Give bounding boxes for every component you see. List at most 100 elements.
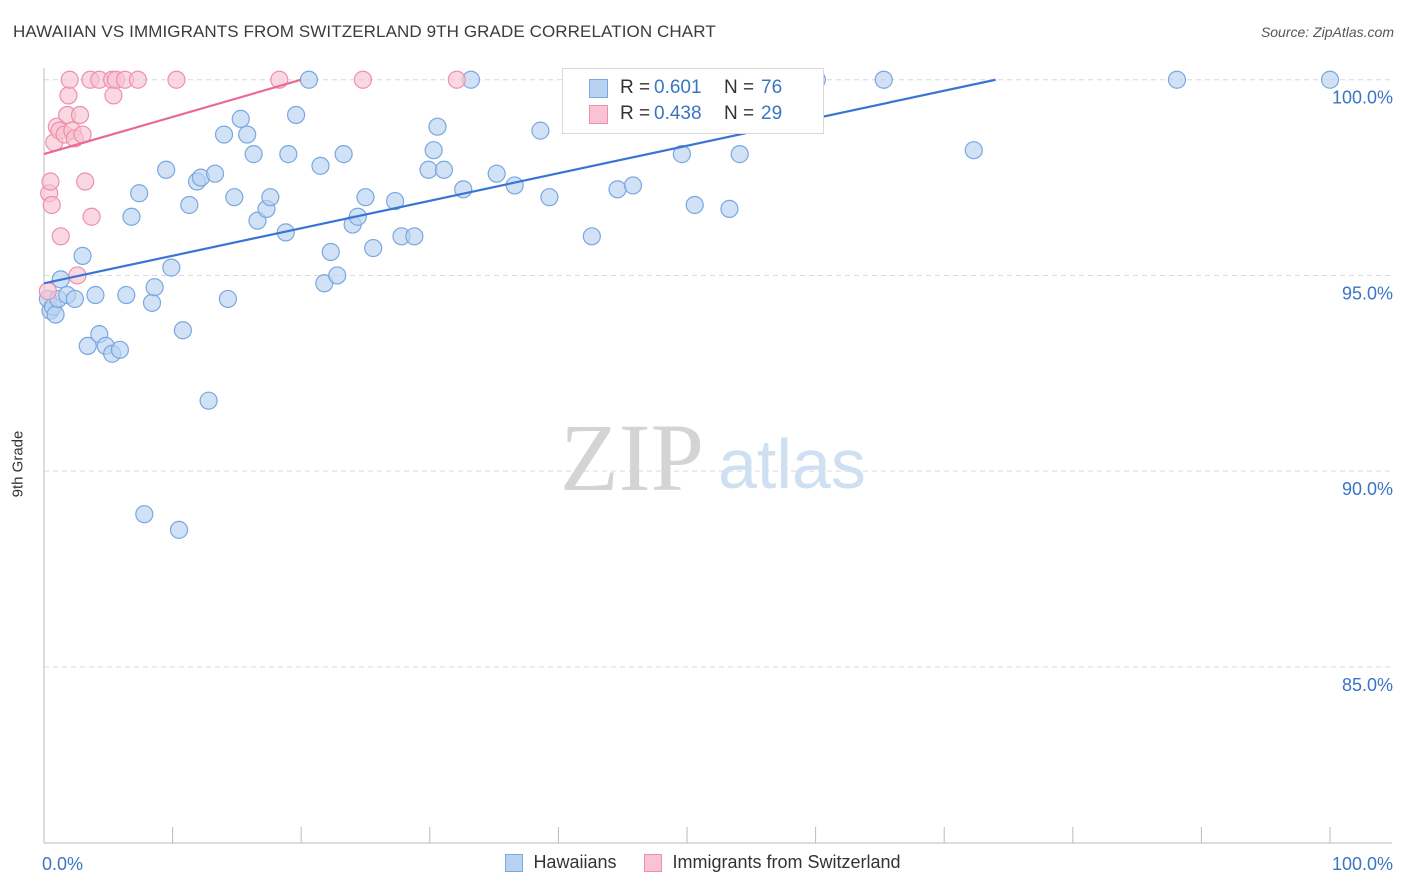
hawaiian-point (1167, 70, 1187, 89)
hawaiians-swatch (589, 78, 608, 98)
hawaiian-point (130, 184, 149, 203)
y-tick-label: 85.0% (1342, 675, 1393, 695)
legend-item-swiss[interactable]: Immigrants from Switzerland (644, 852, 901, 873)
tick-labels: 100.0% 95.0% 90.0% 85.0% 0.0% 100.0% (42, 88, 1393, 874)
hawaiian-point (157, 160, 176, 179)
hawaiian-point (334, 145, 353, 164)
hawaiian-point (135, 505, 154, 524)
hawaiians-swatch (505, 853, 524, 872)
swiss-point (60, 70, 79, 89)
hawaiian-point (299, 70, 319, 89)
hawaiian-point (364, 238, 383, 258)
hawaiian-point (672, 145, 691, 164)
swiss-point (41, 172, 60, 191)
hawaiian-point (46, 305, 65, 324)
n-label: N = (724, 103, 755, 124)
hawaiian-point (261, 188, 280, 207)
swiss-swatch (589, 104, 608, 124)
swiss-point (128, 70, 147, 89)
legend-label: Hawaiians (533, 852, 617, 872)
hawaiian-point (162, 258, 181, 277)
chart-title: HAWAIIAN VS IMMIGRANTS FROM SWITZERLAND … (13, 22, 716, 41)
series-legend: Hawaiians Immigrants from Switzerland (0, 852, 1406, 873)
y-tick-label: 90.0% (1342, 479, 1393, 499)
hawaiian-point (608, 180, 627, 199)
hawaiian-point (311, 156, 330, 175)
hawaiian-point (78, 336, 97, 356)
hawaiian-point (244, 145, 263, 164)
correlation-legend: R = 0.601 N = 76 R = 0.438 N = 29 (562, 68, 824, 134)
data-points (38, 70, 1340, 539)
hawaiian-point (321, 242, 340, 262)
n-label: N = (724, 77, 755, 98)
hawaiian-point (231, 109, 250, 128)
r-value: 0.601 (654, 77, 702, 98)
hawaiian-point (405, 227, 424, 246)
hawaiian-point (169, 520, 189, 539)
legend-label: Immigrants from Switzerland (672, 852, 901, 872)
hawaiian-point (424, 141, 443, 160)
hawaiian-point (582, 227, 601, 246)
hawaiian-point (356, 188, 375, 207)
gridlines (44, 79, 1392, 668)
x-tick-label-min: 0.0% (42, 854, 83, 874)
hawaiian-point (685, 195, 704, 215)
n-value: 76 (761, 77, 783, 98)
swiss-point (70, 105, 90, 125)
hawaiian-point (65, 289, 84, 309)
swiss-point (59, 86, 78, 105)
hawaiian-point (173, 321, 192, 340)
hawaiian-point (145, 278, 164, 297)
r-label: R = (620, 103, 651, 124)
legend-row-swiss: R = 0.438 N = 29 (563, 101, 782, 127)
hawaiian-point (122, 207, 141, 226)
watermark-zip: ZIP (560, 404, 704, 511)
hawaiian-point (218, 289, 237, 309)
hawaiian-point (540, 188, 559, 207)
swiss-point (42, 195, 61, 215)
hawaiian-point (205, 164, 225, 183)
hawaiian-point (428, 117, 447, 136)
hawaiian-point (385, 191, 405, 211)
hawaiian-point (874, 70, 893, 89)
swiss-swatch (644, 853, 663, 872)
swiss-point (51, 227, 70, 246)
hawaiian-point (86, 285, 105, 305)
y-tick-label: 95.0% (1342, 283, 1393, 303)
legend-row-hawaiians: R = 0.601 N = 76 (563, 75, 782, 101)
swiss-point (447, 70, 466, 89)
hawaiian-point (328, 266, 347, 285)
source-label: Source: ZipAtlas.com (1260, 24, 1394, 40)
hawaiian-point (487, 164, 506, 183)
hawaiian-point (730, 145, 749, 164)
r-label: R = (620, 77, 651, 98)
hawaiians-trend-line (43, 78, 996, 285)
hawaiian-point (214, 125, 234, 144)
swiss-point (353, 70, 373, 89)
hawaiian-point (964, 141, 983, 160)
hawaiian-point (199, 391, 218, 410)
swiss-point (104, 86, 123, 105)
hawaiian-point (279, 145, 298, 164)
legend-item-hawaiians[interactable]: Hawaiians (505, 852, 616, 873)
swiss-point (82, 207, 101, 226)
hawaiian-point (531, 121, 550, 140)
swiss-point (167, 70, 186, 89)
watermark-atlas: atlas (718, 425, 866, 503)
hawaiian-point (1320, 70, 1340, 89)
hawaiian-point (419, 160, 438, 179)
hawaiian-point (286, 105, 306, 125)
trend-lines (43, 78, 996, 285)
hawaiian-point (142, 293, 162, 312)
swiss-point (38, 282, 57, 301)
n-value: 29 (761, 103, 783, 124)
hawaiian-point (117, 285, 136, 305)
hawaiian-point (505, 176, 524, 195)
swiss-point (76, 172, 95, 191)
hawaiian-point (720, 199, 739, 219)
hawaiian-point (180, 195, 199, 215)
hawaiian-point (73, 246, 92, 265)
hawaiian-point (110, 340, 129, 359)
swiss-trend-line (43, 78, 302, 156)
